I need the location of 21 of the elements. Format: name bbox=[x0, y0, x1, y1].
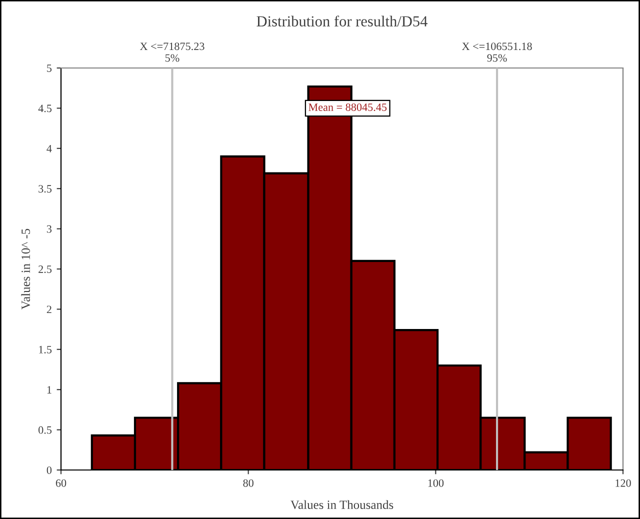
y-tick-label: 2.5 bbox=[38, 265, 52, 274]
y-tick-label: 4 bbox=[46, 144, 52, 152]
y-tick-label: 3.5 bbox=[38, 185, 52, 193]
y-tick-label: 5 bbox=[47, 64, 52, 72]
x-tick-label: 80 bbox=[243, 479, 254, 487]
x-axis-title: Values in Thousands bbox=[290, 500, 394, 510]
annotation: Mean = 88045.45 bbox=[308, 103, 387, 112]
y-axis-title: Values in 10^ -5 bbox=[21, 228, 30, 310]
y-tick-label: 0 bbox=[46, 466, 52, 474]
x-tick-label: 100 bbox=[428, 479, 444, 487]
x-tick-label: 120 bbox=[616, 479, 631, 487]
chart-title: Distribution for resulth/D54 bbox=[256, 16, 428, 26]
y-tick-label: 4.5 bbox=[38, 104, 52, 112]
ref-line-label: X <=106551.18 95% bbox=[462, 42, 532, 62]
y-tick-label: 1.5 bbox=[39, 346, 52, 354]
y-tick-label: 2 bbox=[46, 306, 52, 314]
y-tick-label: 3 bbox=[46, 225, 52, 233]
y-tick-label: 1 bbox=[47, 386, 52, 394]
x-tick-label: 60 bbox=[56, 479, 66, 487]
y-tick-label: 0.5 bbox=[38, 426, 52, 434]
ref-line-label: X <=71875.23 5% bbox=[140, 42, 204, 62]
